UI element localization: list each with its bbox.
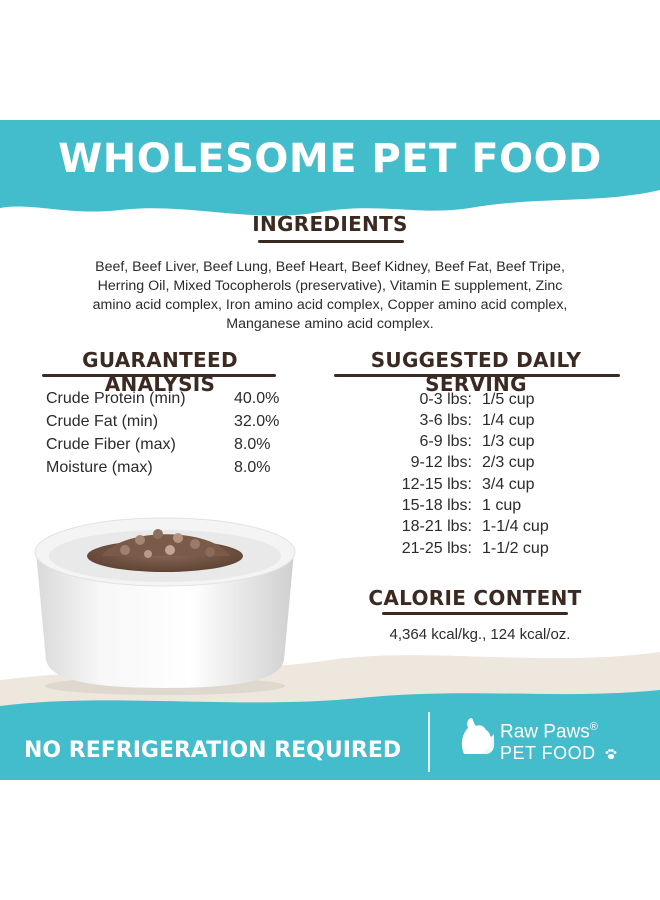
calorie-title: CALORIE CONTENT <box>368 586 582 610</box>
food-bowl-image <box>34 517 296 695</box>
serving-weight: 0-3 lbs: <box>419 391 472 408</box>
analysis-label: Crude Fiber (max) <box>46 436 176 453</box>
serving-weight: 3-6 lbs: <box>419 412 472 429</box>
serving-amount: 2/3 cup <box>482 454 535 471</box>
calorie-text: 4,364 kcal/kg., 124 kcal/oz. <box>389 626 571 643</box>
serving-weight: 15-18 lbs: <box>401 497 472 514</box>
serving-amount: 1/5 cup <box>482 391 535 408</box>
serving-amount: 1-1/4 cup <box>482 518 549 535</box>
banner-title: WHOLESOME PET FOOD <box>58 136 602 182</box>
ingredients-text: Beef, Beef Liver, Beef Lung, Beef Heart,… <box>40 258 620 334</box>
brand-subtitle: PET FOOD <box>500 743 618 764</box>
ingredients-underline <box>258 240 404 243</box>
analysis-value: 8.0% <box>234 459 271 476</box>
registered-mark: ® <box>589 721 598 733</box>
ingredients-line: Herring Oil, Mixed Tocopherols (preserva… <box>97 278 563 294</box>
serving-weight: 6-9 lbs: <box>419 433 472 450</box>
calorie-underline <box>382 612 568 615</box>
serving-underline <box>334 374 620 377</box>
analysis-value: 32.0% <box>234 413 280 430</box>
serving-weight: 18-21 lbs: <box>401 518 472 535</box>
paw-icon <box>605 749 617 760</box>
analysis-value: 40.0% <box>234 390 280 407</box>
serving-amount: 1/4 cup <box>482 412 535 429</box>
analysis-label: Moisture (max) <box>46 459 153 476</box>
analysis-title: GUARANTEED ANALYSIS <box>82 348 238 396</box>
serving-weight: 12-15 lbs: <box>401 476 472 493</box>
analysis-value: 8.0% <box>234 436 271 453</box>
brand-name-text: Raw Paws <box>500 721 590 743</box>
brand-name: Raw Paws® <box>500 721 598 743</box>
brand-sub-text: PET FOOD <box>500 743 596 763</box>
ingredients-line: amino acid complex, Iron amino acid comp… <box>92 297 568 313</box>
ingredients-title: INGREDIENTS <box>252 212 408 236</box>
serving-title: SUGGESTED DAILY SERVING <box>370 348 582 396</box>
serving-weight: 9-12 lbs: <box>410 454 472 471</box>
dog-cat-logo-icon <box>461 718 495 754</box>
footer-divider <box>428 712 430 772</box>
analysis-label: Crude Protein (min) <box>46 390 186 407</box>
ingredients-line: Beef, Beef Liver, Beef Lung, Beef Heart,… <box>95 259 565 275</box>
serving-weight: 21-25 lbs: <box>401 540 472 557</box>
analysis-label: Crude Fat (min) <box>46 413 159 430</box>
analysis-underline <box>42 374 276 377</box>
serving-amount: 1 cup <box>482 497 522 514</box>
ingredients-line: Manganese amino acid complex. <box>226 316 434 332</box>
no-refrigeration-title: NO REFRIGERATION REQUIRED <box>24 738 402 763</box>
serving-amount: 1/3 cup <box>482 433 535 450</box>
serving-amount: 3/4 cup <box>482 476 535 493</box>
serving-amount: 1-1/2 cup <box>482 540 549 557</box>
